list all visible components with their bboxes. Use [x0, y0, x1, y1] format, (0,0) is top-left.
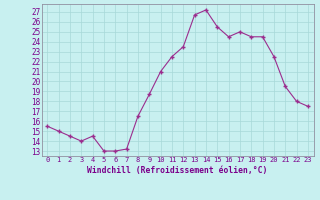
X-axis label: Windchill (Refroidissement éolien,°C): Windchill (Refroidissement éolien,°C) [87, 166, 268, 175]
